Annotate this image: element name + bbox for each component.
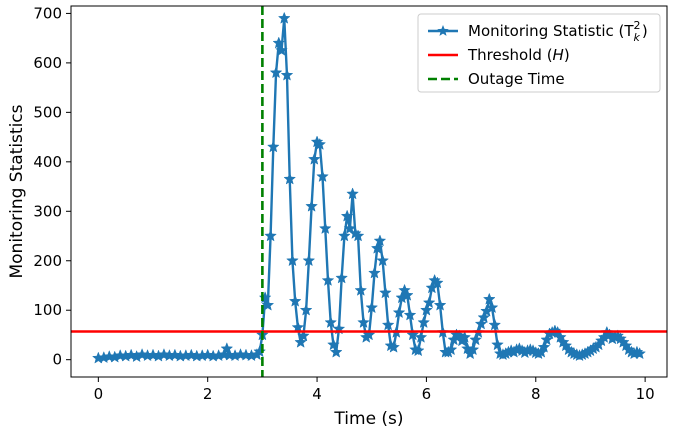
x-tick-label: 8 — [531, 385, 541, 403]
statistic-point — [283, 172, 297, 185]
statistic-point — [398, 283, 411, 296]
statistic-point — [477, 310, 491, 324]
statistic-point — [469, 333, 482, 346]
statistic-point — [458, 330, 472, 343]
statistic-point — [381, 318, 395, 331]
statistic-point — [269, 66, 283, 79]
plot-frame — [70, 5, 668, 378]
statistic-point — [403, 308, 417, 321]
statistic-point — [253, 345, 267, 358]
legend-label-outage: Outage Time — [468, 70, 565, 88]
statistic-point — [338, 229, 351, 242]
x-tick-label: 0 — [94, 385, 104, 403]
statistic-point — [444, 343, 458, 356]
statistic-point — [362, 328, 376, 341]
x-tick-label: 10 — [636, 385, 655, 403]
statistic-point — [291, 320, 305, 333]
y-tick-label: 700 — [33, 4, 62, 22]
plot-data — [71, 6, 667, 377]
statistic-point — [327, 338, 340, 351]
statistic-point — [379, 286, 392, 299]
statistic-point — [370, 241, 384, 254]
statistic-point — [387, 340, 400, 353]
legend-label-threshold: Threshold (H) — [467, 46, 570, 64]
statistic-point — [220, 342, 234, 355]
statistic-point — [288, 294, 302, 307]
statistic-point — [261, 298, 275, 311]
x-tick-label: 4 — [312, 385, 322, 403]
statistic-point — [351, 229, 365, 242]
statistic-point — [537, 340, 551, 353]
statistic-point — [277, 11, 291, 24]
statistic-point — [354, 283, 368, 296]
y-tick-label: 500 — [33, 103, 62, 121]
statistic-point — [422, 296, 436, 309]
statistic-point — [335, 271, 349, 284]
statistic-point — [540, 333, 554, 346]
statistic-point — [258, 291, 272, 304]
statistic-point — [307, 152, 321, 165]
statistic-point — [420, 303, 433, 316]
statistic-point — [329, 345, 343, 358]
statistic-point — [318, 221, 332, 235]
statistic-point — [294, 335, 308, 348]
statistic-point — [488, 318, 502, 331]
statistic-point — [316, 169, 329, 183]
statistic-point — [373, 234, 387, 247]
statistic-point — [466, 343, 480, 356]
statistic-point — [406, 328, 420, 341]
statistic-point — [392, 306, 406, 319]
statistic-point — [357, 315, 370, 328]
statistic-point — [433, 298, 447, 311]
y-tick-label: 300 — [33, 202, 62, 220]
statistic-point — [417, 315, 431, 328]
statistic-point — [411, 344, 425, 357]
statistic-point — [485, 301, 499, 314]
statistic-point — [286, 254, 299, 267]
statistic-point — [272, 36, 286, 49]
statistic-point — [266, 140, 280, 153]
statistic-point — [324, 315, 338, 328]
legend-label-statistic: Monitoring Statistic (T2 k) — [468, 19, 648, 44]
y-axis-label: Monitoring Statistics — [7, 104, 27, 278]
statistic-point — [305, 199, 318, 212]
statistic-point — [491, 338, 504, 351]
statistic-point — [430, 276, 444, 289]
y-tick-label: 600 — [33, 54, 62, 72]
statistic-point — [346, 187, 359, 200]
x-tick-label: 2 — [203, 385, 213, 403]
statistic-point — [554, 330, 567, 343]
legend-box — [417, 13, 661, 93]
statistic-point — [321, 273, 335, 286]
statistic-point — [343, 221, 357, 235]
statistic-point — [482, 292, 496, 305]
statistic-point — [633, 347, 647, 360]
statistic-point — [280, 68, 294, 81]
x-tick-label: 6 — [422, 385, 432, 403]
y-tick-label: 200 — [33, 252, 62, 270]
statistic-point — [365, 301, 379, 314]
y-tick-label: 400 — [33, 153, 62, 171]
y-tick-label: 0 — [52, 351, 62, 369]
legend-marker-star — [437, 25, 449, 36]
statistic-point — [297, 329, 310, 342]
statistic-point — [340, 209, 354, 222]
statistic-point — [302, 254, 316, 267]
legend: Monitoring Statistic (T2 k) Threshold (H) O… — [417, 13, 661, 93]
statistic-point — [368, 266, 381, 279]
statistic-point — [299, 303, 313, 316]
statistic-point — [313, 137, 327, 150]
statistic-point — [414, 330, 428, 343]
statistic-point — [474, 317, 488, 330]
statistic-point — [400, 288, 414, 301]
statistic-point — [275, 43, 288, 56]
y-tick-label: 100 — [33, 301, 62, 319]
statistic-point — [264, 229, 277, 242]
x-axis-label: Time (s) — [333, 409, 403, 429]
statistic-point — [376, 254, 390, 267]
